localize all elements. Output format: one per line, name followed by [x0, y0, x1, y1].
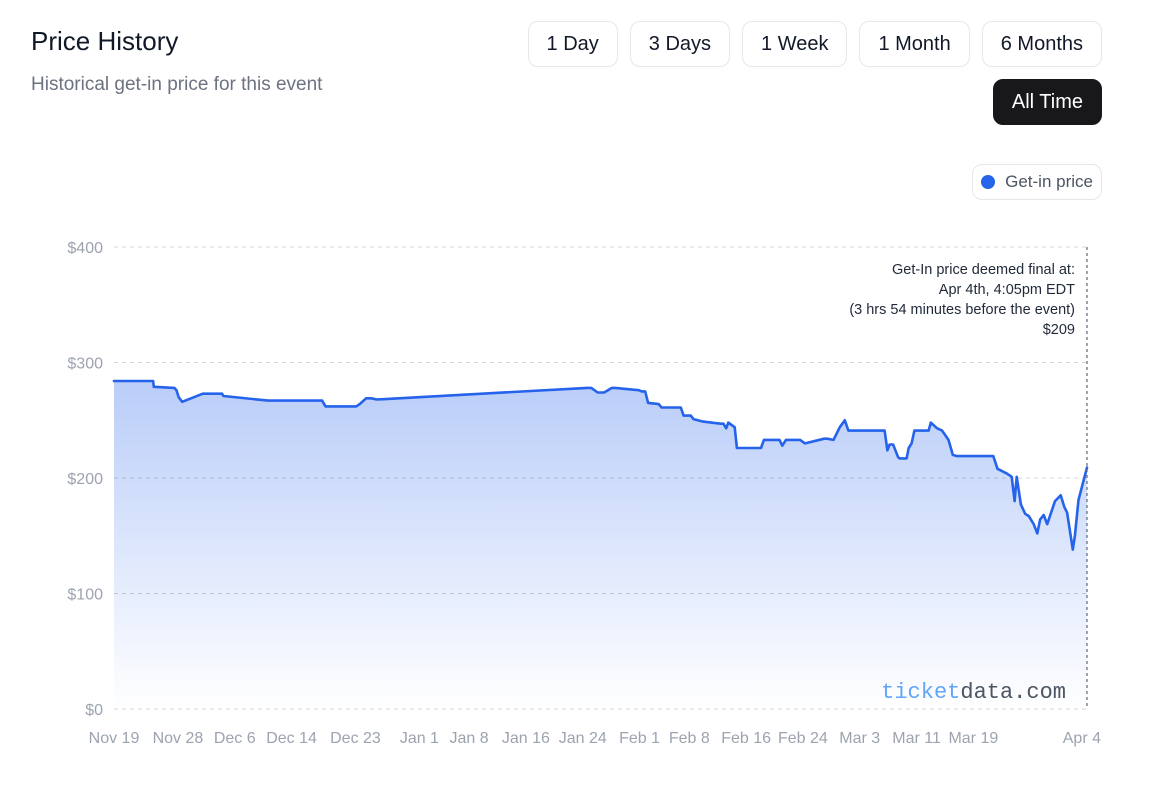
y-axis: $0 $100 $200 $300 $400 [67, 240, 103, 719]
chart-legend[interactable]: Get-in price [972, 164, 1102, 200]
price-series-line [112, 379, 1089, 551]
x-tick-label: Mar 19 [948, 730, 998, 747]
x-tick-label: Mar 11 [892, 730, 941, 747]
x-tick-label: Mar 3 [839, 730, 880, 747]
y-tick-label: $300 [67, 356, 103, 373]
annotation-line-4: $209 [1043, 322, 1075, 338]
x-tick-label: Jan 8 [450, 730, 489, 747]
range-button-1-month[interactable]: 1 Month [859, 21, 970, 67]
x-tick-label: Feb 8 [669, 730, 710, 747]
x-tick-label: Nov 28 [153, 730, 204, 747]
watermark: ticketdata.com [881, 680, 1066, 705]
x-tick-label: Jan 1 [400, 730, 439, 747]
x-tick-label: Feb 16 [721, 730, 771, 747]
annotation-line-1: Get-In price deemed final at: [892, 262, 1075, 278]
y-tick-label: $0 [85, 702, 103, 719]
x-tick-label: Jan 16 [502, 730, 550, 747]
x-tick-label: Dec 23 [330, 730, 381, 747]
range-button-6-months[interactable]: 6 Months [981, 21, 1102, 67]
watermark-part-2: data.com [960, 680, 1066, 705]
x-tick-label: Apr 4 [1063, 730, 1101, 747]
legend-dot-icon [981, 175, 996, 189]
page-title: Price History [31, 26, 179, 56]
range-button-3-days[interactable]: 3 Days [629, 21, 731, 67]
y-tick-label: $100 [67, 587, 103, 604]
final-price-annotation: Get-In price deemed final at: Apr 4th, 4… [849, 262, 1075, 338]
watermark-part-1: ticket [881, 680, 960, 705]
range-button-all-time[interactable]: All Time [992, 79, 1102, 125]
page-subtitle: Historical get-in price for this event [31, 74, 323, 95]
x-tick-label: Feb 1 [619, 730, 660, 747]
range-button-1-day[interactable]: 1 Day [527, 21, 618, 67]
range-button-1-week[interactable]: 1 Week [742, 21, 848, 67]
price-area-fill [114, 381, 1087, 709]
x-tick-label: Jan 24 [559, 730, 607, 747]
x-tick-label: Feb 24 [778, 730, 828, 747]
annotation-line-2: Apr 4th, 4:05pm EDT [939, 282, 1075, 298]
x-axis: Nov 19 Nov 28 Dec 6 Dec 14 Dec 23 Jan 1 Jan 8 J… [89, 730, 1101, 747]
y-tick-label: $400 [67, 240, 103, 257]
x-tick-label: Dec 14 [266, 730, 317, 747]
time-range-selector: 1 Day 3 Days 1 Week 1 Month 6 Months All… [502, 21, 1102, 125]
annotation-line-3: (3 hrs 54 minutes before the event) [849, 302, 1075, 318]
x-tick-label: Nov 19 [89, 730, 140, 747]
x-tick-label: Dec 6 [214, 730, 256, 747]
y-tick-label: $200 [67, 471, 103, 488]
legend-label: Get-in price [1005, 172, 1093, 191]
